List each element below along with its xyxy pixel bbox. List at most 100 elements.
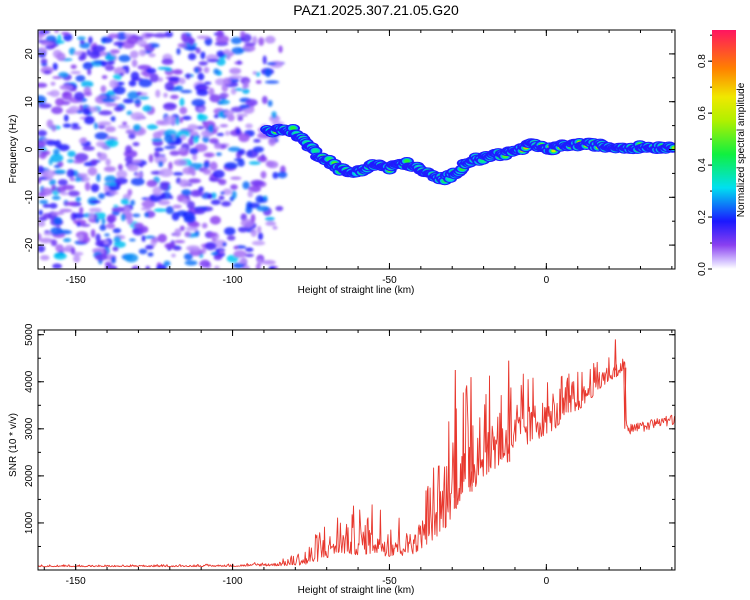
noise-blob bbox=[53, 164, 61, 169]
noise-blob bbox=[89, 200, 101, 204]
noise-blob bbox=[169, 150, 180, 156]
noise-blob bbox=[240, 219, 255, 228]
snr-y-tick-label: 3000 bbox=[24, 417, 35, 440]
signal-cell bbox=[290, 126, 296, 130]
noise-blob bbox=[171, 253, 176, 258]
noise-blob bbox=[172, 69, 183, 75]
noise-blob bbox=[194, 67, 199, 74]
noise-blob bbox=[59, 84, 74, 91]
noise-blob bbox=[219, 124, 229, 128]
noise-blob bbox=[227, 146, 241, 152]
noise-blob bbox=[70, 70, 81, 75]
noise-blob bbox=[275, 205, 284, 212]
noise-blob bbox=[181, 189, 192, 196]
noise-blob bbox=[133, 124, 142, 132]
noise-blob bbox=[229, 67, 242, 75]
noise-blob bbox=[138, 248, 148, 255]
noise-blob bbox=[170, 94, 179, 100]
noise-blob bbox=[172, 172, 184, 176]
noise-blob bbox=[179, 97, 185, 107]
noise-blob bbox=[125, 129, 134, 135]
noise-blob bbox=[216, 132, 225, 137]
noise-blob bbox=[191, 98, 206, 107]
noise-blob bbox=[203, 66, 210, 74]
noise-blob bbox=[105, 138, 119, 148]
noise-blob bbox=[184, 231, 191, 238]
noise-blob bbox=[252, 36, 258, 45]
noise-blob bbox=[81, 236, 91, 243]
noise-blob bbox=[209, 94, 221, 103]
noise-blob bbox=[203, 161, 210, 169]
snr-x-tick-label: -100 bbox=[223, 576, 243, 587]
noise-blob bbox=[114, 177, 128, 185]
noise-blob bbox=[154, 155, 167, 165]
noise-blob bbox=[188, 137, 195, 146]
noise-blob bbox=[73, 219, 87, 225]
noise-blob bbox=[209, 161, 218, 171]
noise-blob bbox=[104, 182, 117, 187]
spectrogram-noise-field bbox=[38, 30, 288, 269]
noise-blob bbox=[124, 253, 139, 263]
noise-blob bbox=[126, 36, 139, 44]
noise-blob bbox=[219, 250, 225, 254]
noise-blob bbox=[115, 32, 128, 41]
noise-blob bbox=[104, 64, 115, 71]
noise-blob bbox=[144, 33, 157, 37]
noise-blob bbox=[233, 250, 247, 258]
noise-blob bbox=[101, 36, 113, 44]
noise-blob bbox=[124, 33, 132, 38]
noise-blob bbox=[198, 61, 208, 66]
noise-blob bbox=[186, 245, 201, 252]
noise-blob bbox=[98, 110, 113, 116]
noise-blob bbox=[232, 262, 245, 269]
noise-blob bbox=[38, 103, 52, 109]
noise-blob bbox=[269, 115, 281, 123]
noise-blob bbox=[62, 184, 75, 190]
noise-blob bbox=[87, 68, 92, 76]
noise-blob bbox=[156, 264, 167, 269]
noise-blob bbox=[208, 124, 214, 133]
noise-blob bbox=[224, 227, 236, 236]
snr-line bbox=[38, 357, 675, 568]
noise-blob bbox=[84, 182, 91, 191]
noise-blob bbox=[245, 123, 253, 129]
noise-blob bbox=[113, 236, 122, 244]
noise-blob bbox=[46, 119, 54, 128]
noise-blob bbox=[264, 35, 276, 44]
noise-blob bbox=[77, 36, 86, 41]
noise-blob bbox=[265, 68, 272, 78]
noise-blob bbox=[38, 209, 43, 216]
noise-blob bbox=[152, 186, 162, 196]
noise-blob bbox=[173, 159, 187, 167]
noise-blob bbox=[164, 134, 174, 143]
noise-blob bbox=[175, 117, 180, 126]
noise-blob bbox=[198, 107, 205, 112]
noise-blob bbox=[179, 106, 188, 115]
spectrogram-x-tick-label: -50 bbox=[382, 275, 397, 286]
noise-blob bbox=[51, 184, 57, 192]
noise-blob bbox=[84, 115, 95, 125]
noise-blob bbox=[221, 201, 232, 207]
noise-blob bbox=[103, 61, 116, 65]
noise-blob bbox=[237, 60, 242, 65]
noise-blob bbox=[230, 37, 242, 45]
noise-blob bbox=[90, 183, 100, 193]
noise-blob bbox=[74, 153, 89, 162]
noise-blob bbox=[53, 148, 60, 156]
noise-blob bbox=[144, 212, 150, 218]
noise-blob bbox=[263, 195, 268, 201]
noise-blob bbox=[100, 85, 107, 93]
noise-blob bbox=[40, 255, 50, 261]
signal-cell bbox=[311, 148, 319, 154]
noise-blob bbox=[244, 107, 252, 114]
noise-blob bbox=[110, 116, 116, 122]
noise-blob bbox=[206, 58, 220, 63]
noise-blob bbox=[105, 55, 116, 61]
noise-blob bbox=[41, 169, 55, 179]
noise-blob bbox=[88, 36, 93, 45]
noise-blob bbox=[94, 253, 108, 261]
noise-blob bbox=[265, 216, 275, 222]
noise-blob bbox=[218, 99, 230, 105]
noise-blob bbox=[214, 143, 222, 150]
noise-blob bbox=[148, 53, 156, 58]
